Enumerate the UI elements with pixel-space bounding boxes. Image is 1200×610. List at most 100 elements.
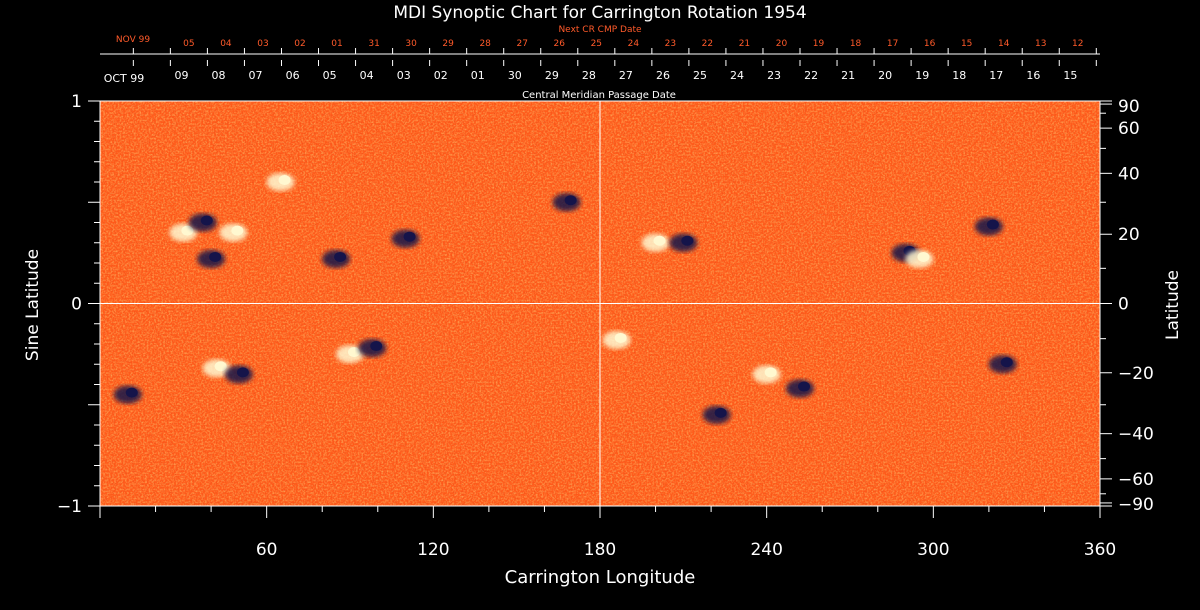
cmp-date: 21 xyxy=(841,69,855,82)
next-cmp-date: 17 xyxy=(887,39,898,49)
x-tick-label: 180 xyxy=(584,540,616,560)
active-region-core xyxy=(200,215,213,226)
date-axes: 05 04 03 02 01 31 30 29 28 27 26 25 24 23 22 21 20 19 18 17… xyxy=(100,39,1100,102)
active-regions xyxy=(113,173,1017,424)
top-axis-month: NOV 99 xyxy=(116,35,150,45)
x-tick-label: 360 xyxy=(1084,540,1116,560)
y-right-tick-label: 40 xyxy=(1118,164,1140,184)
active-region-core xyxy=(231,225,244,236)
cmp-date: 16 xyxy=(1026,69,1040,82)
active-region-core xyxy=(798,381,810,392)
next-cmp-date: 05 xyxy=(183,39,194,49)
next-cmp-date: 18 xyxy=(850,39,862,49)
y-right-tick-label: 0 xyxy=(1118,295,1129,315)
active-region-core xyxy=(564,195,577,206)
magnetogram-map xyxy=(100,101,1100,506)
cmp-date: 01 xyxy=(471,69,485,82)
cmp-date: 28 xyxy=(582,69,596,82)
next-cmp-date: 26 xyxy=(554,39,566,49)
y-right-tick-label: −90 xyxy=(1118,495,1154,515)
next-cr-cmp-date-label: Next CR CMP Date xyxy=(558,25,642,35)
active-region-core xyxy=(714,407,727,418)
cmp-date: 20 xyxy=(878,69,892,82)
y-axis-left: 1 0 −1 xyxy=(57,92,100,517)
cmp-date: 24 xyxy=(730,69,744,82)
next-cmp-date: 16 xyxy=(924,39,936,49)
cmp-date: 07 xyxy=(249,69,263,82)
active-region-core xyxy=(214,361,227,372)
cmp-date: 26 xyxy=(656,69,670,82)
next-cmp-date: 02 xyxy=(294,39,305,49)
cmp-date: 18 xyxy=(952,69,966,82)
active-region-core xyxy=(370,341,383,352)
x-axis-label: Carrington Longitude xyxy=(505,567,696,588)
next-cmp-date: 03 xyxy=(257,39,268,49)
active-region-core xyxy=(209,251,222,262)
x-tick-label: 240 xyxy=(750,540,782,560)
x-tick-label: 300 xyxy=(917,540,949,560)
next-cmp-date: 01 xyxy=(331,39,342,49)
cmp-date: 29 xyxy=(545,69,559,82)
active-region-core xyxy=(764,367,777,378)
next-cmp-date: 27 xyxy=(516,39,527,49)
y-right-tick-label: −60 xyxy=(1118,470,1154,490)
active-region-core xyxy=(1000,357,1013,368)
cmp-date: 15 xyxy=(1063,69,1077,82)
active-region-core xyxy=(236,367,249,378)
active-region-core xyxy=(181,225,194,236)
x-tick-label: 120 xyxy=(417,540,449,560)
next-cmp-date: 31 xyxy=(368,39,379,49)
active-region-core xyxy=(614,332,627,343)
cmp-date: 23 xyxy=(767,69,781,82)
cmp-date: 17 xyxy=(989,69,1003,82)
y-right-tick-label: 90 xyxy=(1118,97,1140,117)
next-cmp-date: 29 xyxy=(442,39,454,49)
y-left-tick-label: −1 xyxy=(57,497,82,517)
y-right-tick-label: 60 xyxy=(1118,119,1140,139)
y-right-tick-label: 20 xyxy=(1118,225,1140,245)
active-region-core xyxy=(653,235,666,246)
x-tick-label: 60 xyxy=(256,540,278,560)
active-region-core xyxy=(917,251,930,262)
central-meridian-passage-label: Central Meridian Passage Date xyxy=(522,90,676,101)
cmp-date: 08 xyxy=(212,69,226,82)
next-cmp-date: 20 xyxy=(776,39,788,49)
cmp-date: 19 xyxy=(915,69,929,82)
cmp-date: 25 xyxy=(693,69,707,82)
next-cmp-date: 30 xyxy=(405,39,417,49)
active-region-core xyxy=(986,219,999,230)
active-region-core xyxy=(334,251,347,262)
y-left-tick-label: 1 xyxy=(71,92,82,112)
cmp-date: 03 xyxy=(397,69,411,82)
x-axis: 60 120 180 240 300 360 xyxy=(99,506,1116,560)
y-left-tick-label: 0 xyxy=(71,295,82,315)
y-axis-left-label: Sine Latitude xyxy=(23,249,43,361)
cmp-date: 27 xyxy=(619,69,633,82)
next-cmp-date: 04 xyxy=(220,39,232,49)
y-right-tick-label: −20 xyxy=(1118,364,1154,384)
next-cmp-date: 14 xyxy=(998,39,1010,49)
cmp-date: 05 xyxy=(323,69,337,82)
active-region-core xyxy=(348,347,360,358)
next-cmp-date: 19 xyxy=(813,39,825,49)
active-region-core xyxy=(681,235,694,246)
next-cmp-date: 22 xyxy=(702,39,713,49)
next-cmp-date: 12 xyxy=(1072,39,1083,49)
active-region-core xyxy=(403,231,416,242)
next-cmp-date: 15 xyxy=(961,39,972,49)
y-axis-right-label: Latitude xyxy=(1163,270,1183,340)
next-cmp-date: 21 xyxy=(739,39,750,49)
cmp-date: 22 xyxy=(804,69,818,82)
y-right-tick-label: −40 xyxy=(1118,425,1154,445)
next-cmp-date: 28 xyxy=(479,39,491,49)
cmp-date: 06 xyxy=(286,69,300,82)
next-cmp-date: 23 xyxy=(665,39,676,49)
cmp-date: 30 xyxy=(508,69,522,82)
bottom-axis-month: OCT 99 xyxy=(104,72,145,85)
chart-title: MDI Synoptic Chart for Carrington Rotati… xyxy=(393,3,806,23)
active-region-core xyxy=(278,175,291,185)
next-cmp-date: 13 xyxy=(1035,39,1046,49)
active-region-core xyxy=(125,387,138,398)
